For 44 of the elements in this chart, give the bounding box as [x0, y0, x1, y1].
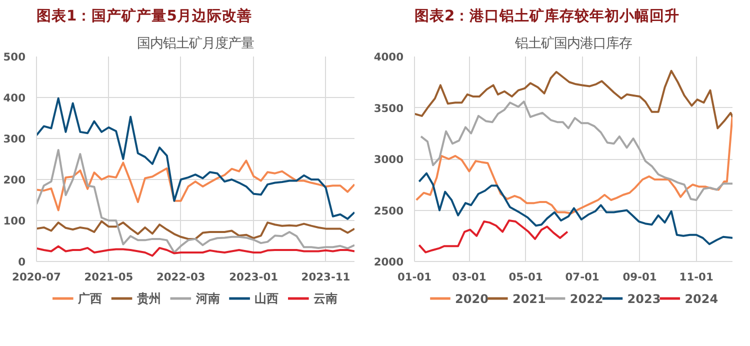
x-tick-label: 2023-01 — [229, 270, 278, 284]
y-tick-label: 3000 — [374, 153, 404, 166]
x-tick-label: 2023-11 — [301, 270, 350, 284]
line-series — [418, 220, 568, 254]
chart-title: 图表2：港口铝土矿库存较年初小幅回升 — [414, 6, 680, 24]
line-series — [420, 100, 732, 201]
legend-label: 贵州 — [136, 292, 161, 306]
y-tick-label: 3500 — [374, 102, 404, 115]
x-tick-label: 09-01 — [622, 270, 657, 284]
legend-label: 2024 — [684, 292, 718, 306]
legend-label: 山西 — [254, 292, 279, 306]
line-series — [418, 172, 732, 246]
line-series — [36, 148, 354, 254]
y-tick-label: 200 — [3, 174, 26, 186]
y-tick-label: 2500 — [374, 204, 404, 218]
y-tick-label: 100 — [3, 214, 26, 228]
legend-label: 2020 — [455, 292, 488, 306]
line-series — [414, 70, 732, 130]
line-series — [36, 220, 354, 240]
chart-subtitle: 铝土矿国内港口库存 — [514, 36, 632, 52]
x-tick-label: 05-01 — [508, 270, 543, 284]
legend-label: 河南 — [194, 292, 220, 306]
y-tick-label: 400 — [3, 92, 26, 104]
y-tick-label: 300 — [3, 132, 26, 146]
x-tick-label: 11-01 — [679, 270, 714, 284]
line-series — [36, 160, 354, 212]
y-tick-label: 0 — [18, 256, 26, 268]
line-series — [36, 245, 354, 257]
x-tick-label: 01-01 — [397, 270, 432, 284]
legend-label: 2021 — [512, 292, 546, 306]
y-tick-label: 4000 — [374, 50, 404, 64]
x-tick-label: 03-01 — [452, 270, 486, 284]
x-tick-label: 07-01 — [565, 270, 600, 284]
legend-label: 广西 — [77, 292, 102, 306]
x-tick-label: 2022-03 — [156, 270, 206, 284]
y-tick-label: 2000 — [374, 256, 404, 268]
legend-label: 云南 — [314, 292, 338, 306]
x-tick-label: 2020-07 — [12, 270, 61, 284]
legend-label: 2023 — [627, 292, 661, 306]
chart-subtitle: 国内铝土矿月度产量 — [137, 36, 254, 52]
chart-title: 图表1：国产矿产量5月边际改善 — [36, 6, 252, 24]
y-tick-label: 500 — [3, 50, 26, 64]
x-tick-label: 2021-05 — [84, 270, 134, 284]
legend-label: 2022 — [570, 292, 604, 306]
